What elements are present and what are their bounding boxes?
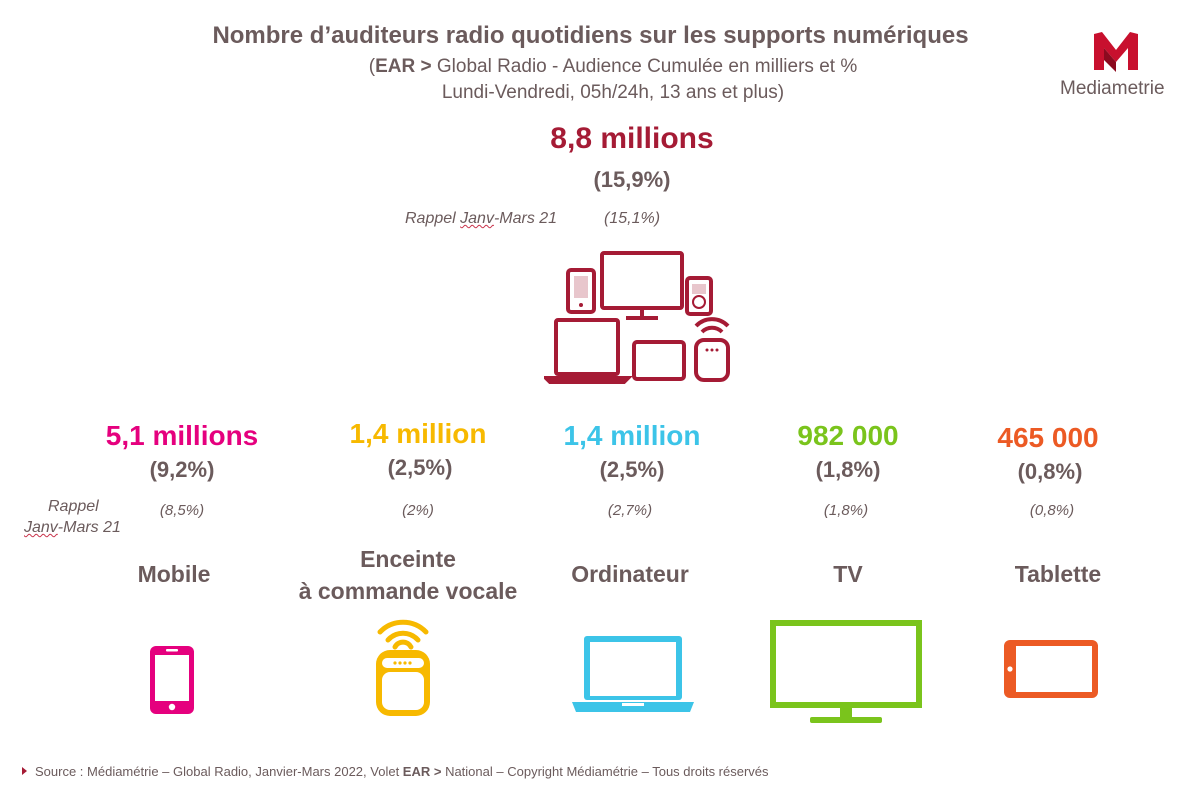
speaker-label-line1: Enceinte bbox=[360, 546, 456, 572]
speaker-value: 1,4 million bbox=[349, 418, 487, 449]
footer-source: Source : Médiamétrie – Global Radio, Jan… bbox=[22, 764, 769, 779]
tablet-pct: (0,8%) bbox=[1017, 459, 1083, 484]
computer-value: 1,4 million bbox=[563, 420, 701, 451]
smartphone-icon bbox=[148, 644, 196, 721]
subtitle-line-1: (EAR > Global Radio - Audience Cumulée e… bbox=[0, 56, 1186, 78]
tv-recall: (1,8%) bbox=[823, 502, 869, 519]
total-pct: (15,9%) bbox=[593, 167, 671, 192]
mediametrie-logo bbox=[1092, 30, 1140, 74]
speaker-pct: (2,5%) bbox=[387, 455, 453, 480]
tablet-value: 465 000 bbox=[997, 422, 1099, 453]
tablet-label: Tablette bbox=[1014, 561, 1102, 587]
tv-pct: (1,8%) bbox=[815, 457, 881, 482]
logo-text: Mediametrie bbox=[1060, 78, 1165, 99]
tv-label: TV bbox=[833, 561, 863, 587]
subtitle-rest: Global Radio - Audience Cumulée en milli… bbox=[431, 56, 858, 77]
speaker-label-line2: à commande vocale bbox=[298, 578, 518, 604]
computer-recall: (2,7%) bbox=[607, 502, 653, 519]
smart-speaker-icon bbox=[370, 610, 436, 725]
devices-group-icon bbox=[541, 250, 734, 385]
footer-bullet-icon bbox=[22, 767, 27, 775]
computer-pct: (2,5%) bbox=[599, 457, 665, 482]
computer-label: Ordinateur bbox=[571, 561, 689, 587]
ear-label: EAR > bbox=[375, 56, 432, 77]
tablet-recall: (0,8%) bbox=[1029, 502, 1075, 519]
mobile-recall: (8,5%) bbox=[159, 502, 205, 519]
recall-side-line1: Rappel bbox=[48, 498, 99, 515]
subtitle-open-paren: ( bbox=[368, 56, 376, 77]
mobile-pct: (9,2%) bbox=[149, 457, 215, 482]
laptop-icon bbox=[570, 634, 696, 721]
speaker-recall: (2%) bbox=[402, 502, 434, 519]
mobile-label: Mobile bbox=[137, 561, 211, 587]
tv-value: 982 000 bbox=[797, 420, 899, 451]
total-recall-pct: (15,1%) bbox=[604, 210, 661, 227]
page-title: Nombre d’auditeurs radio quotidiens sur … bbox=[212, 22, 969, 49]
tv-icon bbox=[770, 620, 922, 733]
recall-side-line2: Janv-Mars 21 bbox=[24, 519, 121, 536]
subtitle-line-2: Lundi-Vendredi, 05h/24h, 13 ans et plus) bbox=[441, 82, 785, 103]
total-value: 8,8 millions bbox=[550, 122, 714, 155]
mobile-value: 5,1 millions bbox=[105, 420, 259, 451]
tablet-icon bbox=[1002, 638, 1100, 705]
total-recall-label: Rappel Janv-Mars 21 bbox=[405, 210, 558, 227]
